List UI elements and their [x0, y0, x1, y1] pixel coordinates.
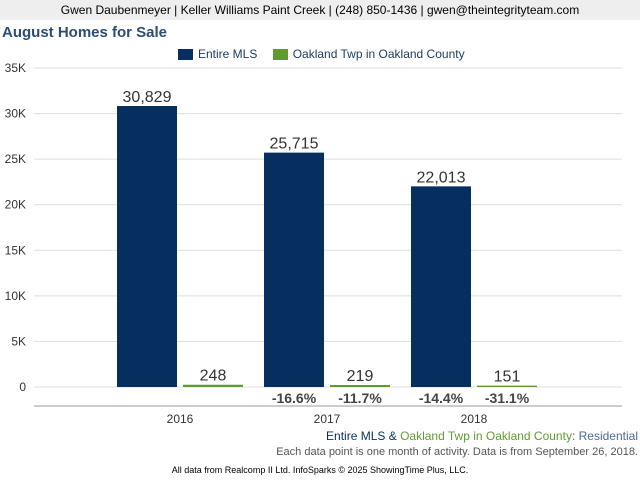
footer-ampersand: &: [385, 429, 401, 443]
bar-oakland-twp: [477, 385, 537, 387]
data-label: 30,829: [123, 89, 172, 106]
change-label: -31.1%: [485, 390, 530, 406]
footer-colon: :: [571, 429, 579, 443]
y-tick-label: 20K: [5, 198, 26, 212]
legend-label-entire-mls: Entire MLS: [198, 47, 258, 61]
footer-category: Residential: [578, 429, 638, 443]
agent-contact-text: Gwen Daubenmeyer | Keller Williams Paint…: [60, 3, 580, 17]
y-tick-label: 10K: [5, 289, 26, 303]
data-label: 25,715: [270, 136, 319, 153]
chart-subtitle-footer: Entire MLS & Oakland Twp in Oakland Coun…: [326, 429, 638, 443]
legend-label-oakland-twp: Oakland Twp in Oakland County: [292, 47, 465, 61]
footer-series-a: Entire MLS: [326, 429, 386, 443]
bar-oakland-twp: [330, 385, 390, 387]
bar-chart: 0 5K 10K 15K 20K 25K 30K 35K 30,829 248 2016 25,715…: [5, 61, 622, 426]
chart-title: August Homes for Sale: [2, 24, 168, 41]
legend-item-oakland-twp[interactable]: Oakland Twp in Oakland County: [272, 47, 465, 61]
y-tick-label: 15K: [5, 243, 26, 257]
data-note: Each data point is one month of activity…: [276, 446, 638, 458]
change-label: -14.4%: [419, 390, 464, 406]
legend-swatch-entire-mls: [178, 48, 193, 60]
data-label: 248: [200, 368, 227, 385]
data-label: 219: [347, 368, 374, 385]
x-tick-label: 2017: [314, 412, 341, 426]
y-tick-label: 0: [19, 380, 26, 394]
bar-entire-mls: [117, 106, 177, 387]
agent-contact-bar: Gwen Daubenmeyer | Keller Williams Paint…: [0, 0, 640, 20]
legend-item-entire-mls[interactable]: Entire MLS: [178, 47, 257, 61]
y-tick-label: 5K: [11, 334, 26, 348]
x-tick-label: 2016: [167, 412, 194, 426]
chart-legend: Entire MLS Oakland Twp in Oakland County: [178, 47, 477, 63]
change-label: -11.7%: [338, 390, 382, 406]
y-tick-label: 25K: [5, 152, 26, 166]
bar-entire-mls: [264, 152, 324, 387]
y-tick-label: 30K: [5, 107, 26, 121]
data-label: 151: [494, 369, 521, 386]
bar-oakland-twp: [183, 384, 243, 387]
legend-swatch-oakland-twp: [272, 48, 288, 60]
data-label: 22,013: [417, 169, 466, 186]
change-label: -16.6%: [272, 390, 317, 406]
y-tick-label: 35K: [5, 61, 26, 75]
copyright-note: All data from Realcomp II Ltd. InfoSpark…: [171, 465, 469, 475]
footer-series-b: Oakland Twp in Oakland County: [400, 429, 572, 443]
bar-entire-mls: [411, 186, 471, 387]
x-tick-label: 2018: [461, 412, 488, 426]
